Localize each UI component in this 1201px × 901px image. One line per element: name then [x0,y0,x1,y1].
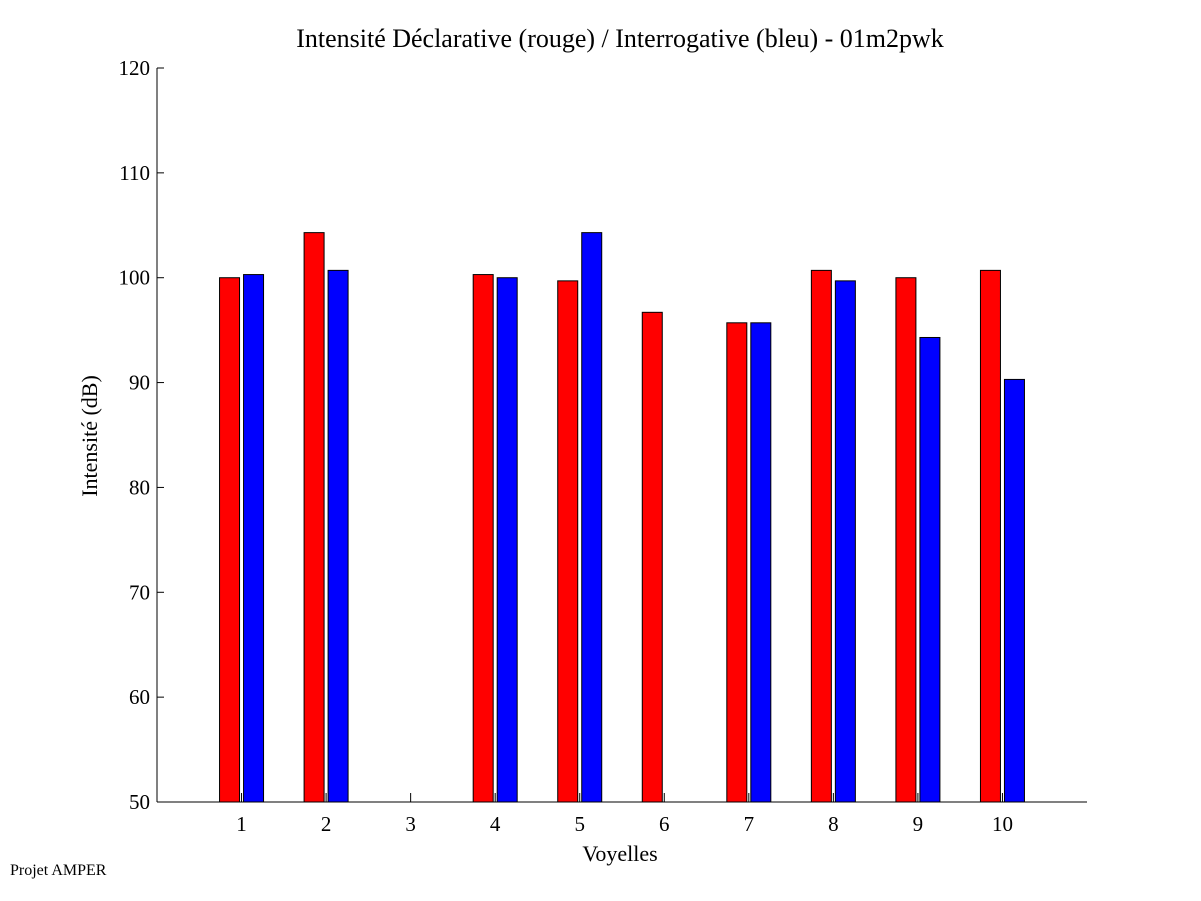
x-axis-ticks: 1 2 3 4 5 6 7 8 9 10 [236,793,1013,836]
interrogative-bar [496,277,518,803]
declarative-bar [641,311,663,803]
x-tick-label: 6 [659,812,670,836]
footer-credit: Projet AMPER [10,862,107,879]
declarative-bar [219,277,241,803]
bars [219,232,1025,803]
x-tick-label: 7 [744,812,755,836]
declarative-bar [303,232,325,803]
y-tick-label: 70 [129,580,150,604]
interrogative-bar [750,322,772,803]
x-tick-label: 9 [913,812,924,836]
declarative-bar [895,277,917,803]
x-tick-label: 5 [574,812,585,836]
y-tick-label: 60 [129,685,150,709]
chart-title: Intensité Déclarative (rouge) / Interrog… [296,24,944,53]
x-tick-label: 2 [321,812,332,836]
declarative-bar [979,269,1001,803]
declarative-bar [726,322,748,803]
x-axis-label: Voyelles [582,841,657,866]
interrogative-bar [919,336,941,803]
x-tick-label: 8 [828,812,839,836]
declarative-bar [810,269,832,803]
y-tick-label: 100 [119,266,151,290]
declarative-bar [557,280,579,803]
plot-area: 50 60 70 80 90 100 110 120 1 2 3 4 5 6 7 8 9 10 [119,56,1087,836]
interrogative-bar [327,269,349,803]
interrogative-bar [834,280,856,803]
y-tick-label: 80 [129,475,150,499]
y-axis-label: Intensité (dB) [77,375,102,497]
y-tick-label: 90 [129,371,150,395]
x-tick-label: 10 [992,812,1013,836]
interrogative-bar [581,232,603,803]
interrogative-bar [1003,378,1025,803]
y-tick-label: 50 [129,790,150,814]
x-tick-label: 1 [236,812,247,836]
y-tick-label: 110 [119,161,150,185]
x-tick-label: 3 [405,812,416,836]
interrogative-bar [243,274,265,803]
declarative-bar [472,274,494,803]
x-tick-label: 4 [490,812,501,836]
y-axis-ticks: 50 60 70 80 90 100 110 120 [119,56,164,814]
y-tick-label: 120 [119,56,151,80]
